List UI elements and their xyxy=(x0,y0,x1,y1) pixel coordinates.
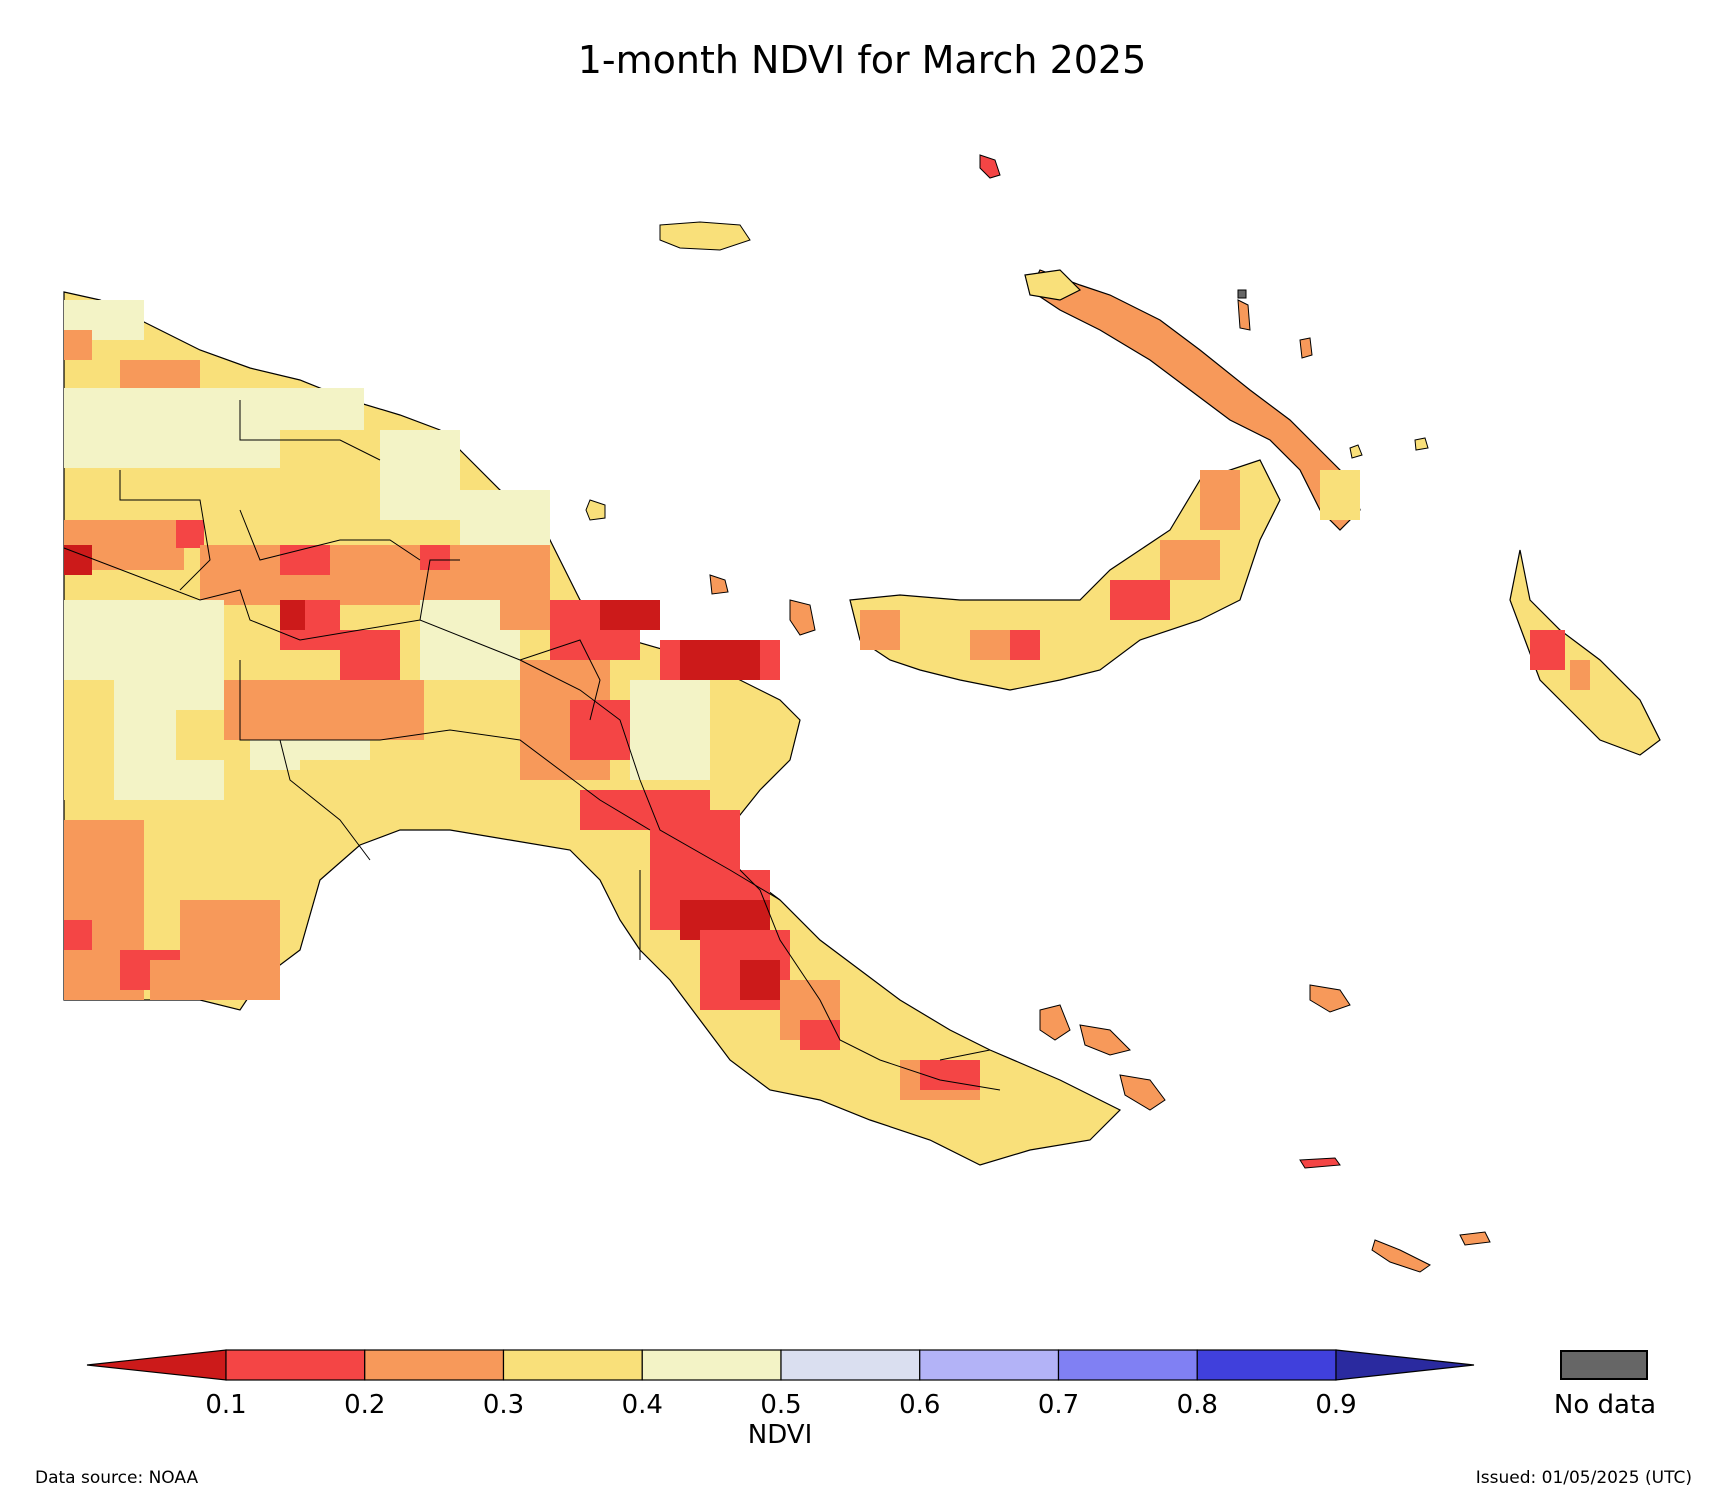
colorbar-bin xyxy=(364,1349,505,1381)
colorbar-tick-label: 0.7 xyxy=(1037,1390,1080,1420)
bougainville xyxy=(1509,549,1661,756)
colorbar-tick-label: 0.4 xyxy=(621,1390,663,1420)
no-data-swatch xyxy=(1560,1350,1648,1380)
ndvi-map xyxy=(63,154,1661,1273)
colorbar-extend-low xyxy=(86,1349,227,1381)
colorbar-tick-label: 0.5 xyxy=(760,1390,802,1420)
colorbar-bin xyxy=(502,1349,643,1381)
new-ireland xyxy=(1024,269,1361,531)
new-britain xyxy=(849,459,1281,691)
province-boundaries xyxy=(63,400,1001,1091)
colorbar-bin xyxy=(1196,1349,1337,1381)
no-data-label: No data xyxy=(1553,1390,1657,1420)
map-title: 1-month NDVI for March 2025 xyxy=(577,38,1147,82)
colorbar-bin xyxy=(225,1349,366,1381)
colorbar-tick-label: 0.9 xyxy=(1315,1390,1357,1420)
colorbar-tick-label: 0.1 xyxy=(205,1390,247,1420)
colorbar-tick-label: 0.2 xyxy=(344,1390,386,1420)
colorbar-extend-high xyxy=(1335,1349,1475,1381)
colorbar-bin xyxy=(919,1349,1060,1381)
ndvi-pixels xyxy=(64,300,980,1100)
colorbar-tick-label: 0.6 xyxy=(899,1390,941,1420)
colorbar-bin xyxy=(641,1349,782,1381)
data-source: Data source: NOAA xyxy=(35,1468,199,1488)
colorbar-bin xyxy=(780,1349,921,1381)
colorbar-bin xyxy=(1057,1349,1198,1381)
issued-date: Issued: 01/05/2025 (UTC) xyxy=(1475,1468,1692,1488)
colorbar-tick-label: 0.8 xyxy=(1176,1390,1218,1420)
colorbar-tick-label: 0.3 xyxy=(482,1390,525,1420)
small-islands xyxy=(585,154,1491,1273)
colorbar-label: NDVI xyxy=(747,1420,813,1450)
